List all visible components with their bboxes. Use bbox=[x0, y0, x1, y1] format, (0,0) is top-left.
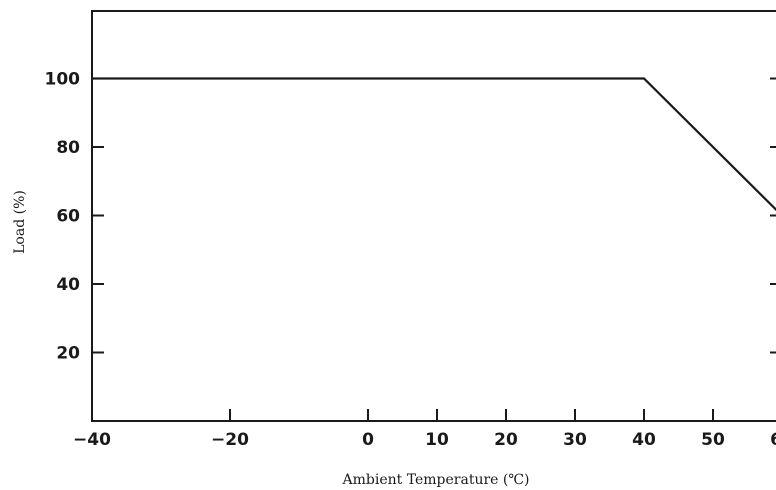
x-axis: −40−20010203040506070 bbox=[73, 409, 776, 450]
x-axis-title: Ambient Temperature (℃) bbox=[342, 472, 530, 488]
load-derating-line bbox=[92, 77, 776, 212]
x-tick-label: −40 bbox=[73, 430, 111, 450]
x-tick-label: 50 bbox=[701, 430, 725, 450]
x-tick-label: 10 bbox=[425, 430, 449, 450]
x-tick-label: 0 bbox=[362, 430, 374, 450]
x-tick-label: 60 bbox=[770, 430, 776, 450]
x-tick-label: 30 bbox=[563, 430, 587, 450]
y-axis-title: Load (%) bbox=[12, 190, 28, 254]
y-tick-label: 40 bbox=[56, 275, 80, 295]
y-axis: 20 40 60 80 100 bbox=[45, 70, 776, 364]
y-tick-label: 60 bbox=[56, 207, 80, 227]
y-tick-label: 80 bbox=[56, 138, 80, 158]
x-tick-label: 40 bbox=[632, 430, 656, 450]
x-tick-label: −20 bbox=[211, 430, 249, 450]
x-tick-label: 20 bbox=[494, 430, 518, 450]
plot-frame bbox=[91, 10, 776, 422]
y-tick-label: 20 bbox=[56, 344, 80, 364]
y-tick-label: 100 bbox=[45, 70, 81, 90]
series-layer bbox=[92, 77, 776, 212]
